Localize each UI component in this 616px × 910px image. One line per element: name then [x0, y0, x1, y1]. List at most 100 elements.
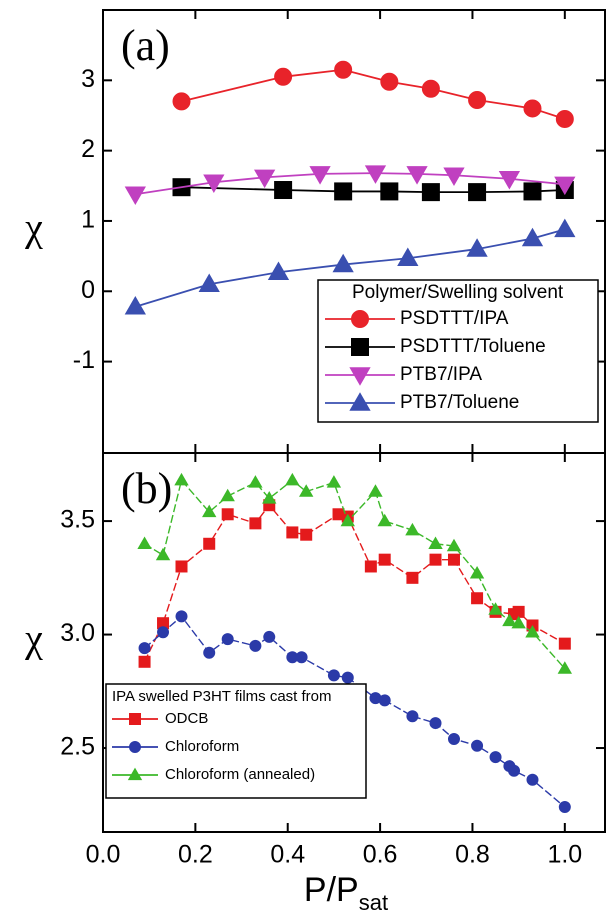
- marker: [202, 504, 217, 518]
- marker: [334, 60, 353, 79]
- marker: [124, 186, 146, 206]
- marker: [446, 538, 462, 552]
- marker: [421, 79, 440, 98]
- marker: [368, 484, 383, 497]
- marker: [127, 767, 143, 781]
- y-tick-label: 2.5: [60, 733, 95, 761]
- x-label-main: P/P: [304, 871, 359, 909]
- legend-label: PSDTTT/IPA: [400, 308, 509, 329]
- y-tick-label: 3: [81, 65, 95, 93]
- marker: [405, 522, 420, 536]
- marker: [349, 392, 371, 411]
- marker: [263, 630, 276, 643]
- marker: [378, 553, 391, 566]
- marker: [558, 801, 571, 814]
- marker: [340, 513, 355, 527]
- marker: [175, 560, 188, 573]
- x-axis-label: P/Psat: [304, 871, 388, 910]
- marker: [351, 338, 369, 356]
- marker: [526, 773, 539, 786]
- x-label-sub: sat: [359, 890, 388, 910]
- marker: [262, 491, 277, 504]
- marker: [447, 732, 460, 745]
- x-tick-label: 0.6: [363, 841, 398, 869]
- marker: [198, 273, 220, 292]
- marker: [155, 547, 171, 561]
- panel-label: (b): [121, 464, 172, 513]
- marker: [558, 637, 571, 650]
- y-tick-label: -1: [73, 346, 95, 374]
- marker: [327, 669, 340, 682]
- series-line: [143, 504, 566, 663]
- marker: [157, 626, 170, 639]
- marker: [124, 295, 146, 315]
- marker: [428, 536, 443, 549]
- marker: [295, 651, 308, 664]
- marker: [221, 633, 234, 646]
- marker: [249, 639, 262, 652]
- marker: [488, 602, 503, 615]
- marker: [286, 526, 299, 539]
- marker: [429, 717, 442, 730]
- marker: [221, 508, 234, 521]
- legend-title: Polymer/Swelling solvent: [352, 282, 564, 303]
- marker: [525, 624, 540, 638]
- x-tick-label: 1.0: [547, 841, 582, 869]
- marker: [468, 183, 487, 202]
- y-tick-label: 2: [81, 135, 95, 163]
- marker: [471, 592, 484, 605]
- panel-label: (a): [121, 21, 170, 70]
- x-tick-label: 0.0: [86, 841, 121, 869]
- marker: [138, 655, 151, 668]
- marker: [174, 472, 189, 486]
- marker: [380, 72, 399, 91]
- marker: [469, 565, 485, 579]
- marker: [248, 475, 263, 488]
- marker: [508, 764, 521, 777]
- marker: [502, 613, 517, 627]
- marker: [397, 247, 419, 266]
- marker: [332, 253, 354, 273]
- marker: [443, 167, 465, 187]
- marker: [406, 710, 419, 723]
- marker: [406, 166, 428, 185]
- marker: [523, 99, 542, 118]
- marker: [285, 472, 300, 486]
- marker: [129, 713, 141, 725]
- x-tick-label: 0.8: [455, 841, 490, 869]
- marker: [429, 553, 442, 566]
- marker: [523, 182, 542, 201]
- series-line: [144, 478, 566, 670]
- marker: [253, 169, 276, 189]
- marker: [378, 694, 391, 707]
- marker: [129, 741, 141, 753]
- marker: [447, 553, 460, 566]
- marker: [554, 176, 576, 196]
- marker: [471, 739, 484, 752]
- marker: [300, 528, 313, 541]
- marker: [175, 610, 188, 623]
- marker: [511, 615, 526, 629]
- marker: [203, 537, 216, 550]
- marker: [555, 109, 574, 128]
- marker: [349, 367, 371, 386]
- marker: [203, 646, 216, 659]
- legend-label: Chloroform: [165, 738, 239, 755]
- marker: [468, 91, 487, 110]
- y-tick-label: 3.0: [60, 619, 95, 647]
- y-axis-label: χ: [24, 205, 43, 250]
- marker: [557, 661, 573, 674]
- series-line: [135, 228, 566, 308]
- marker: [220, 488, 235, 502]
- marker: [364, 560, 377, 573]
- y-tick-label: 3.5: [60, 506, 95, 534]
- marker: [326, 475, 342, 488]
- marker: [489, 751, 502, 764]
- marker: [554, 218, 576, 238]
- marker: [137, 536, 152, 549]
- marker: [299, 484, 314, 497]
- marker: [267, 261, 290, 281]
- marker: [498, 171, 521, 190]
- series-line: [181, 68, 566, 120]
